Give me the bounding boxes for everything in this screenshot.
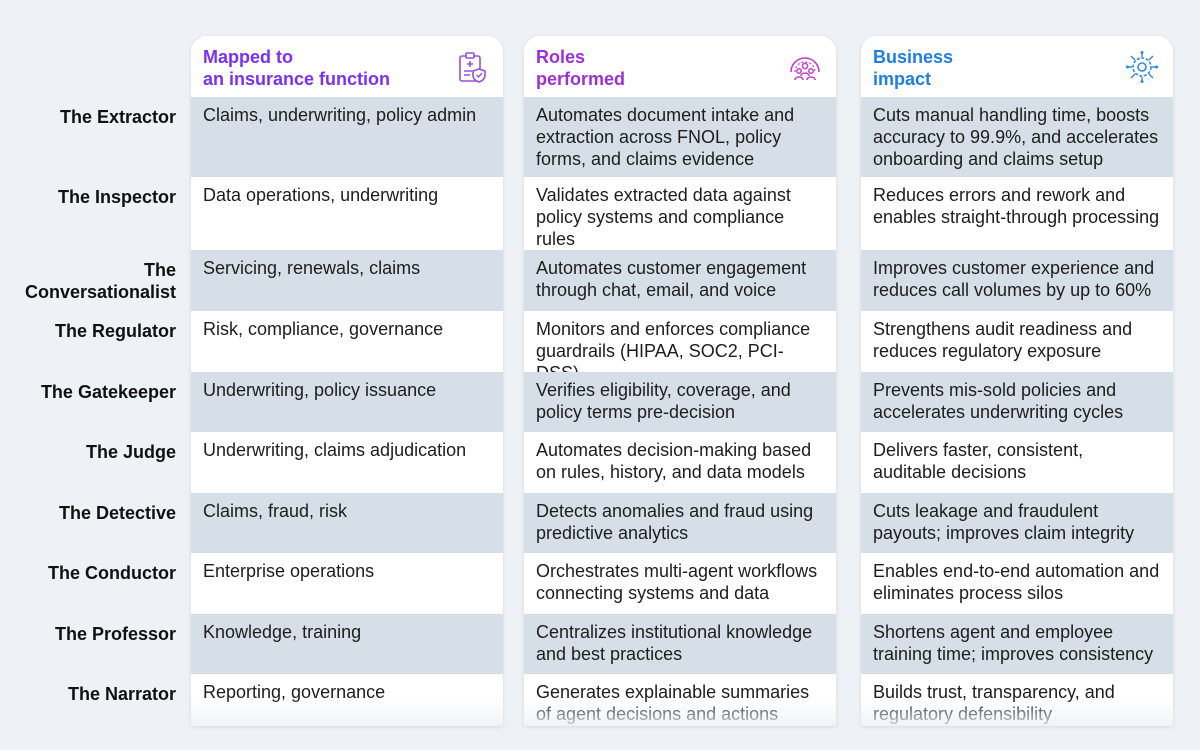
cell-function: Underwriting, policy issuance [191, 372, 503, 432]
row-label-extractor: The Extractor [59, 107, 176, 127]
cell-impact: Strengthens audit readiness and reduces … [861, 311, 1173, 372]
row-label-regulator: The Regulator [54, 321, 176, 341]
column-header: Mapped to an insurance function [191, 36, 503, 97]
cell-role: Detects anomalies and fraud using predic… [524, 493, 836, 553]
cell-function: Enterprise operations [191, 553, 503, 614]
cell-role: Automates customer engagement through ch… [524, 250, 836, 311]
row-label-conversationalist: The Conversationalist [24, 260, 176, 302]
row-label-gatekeeper: The Gatekeeper [40, 382, 176, 402]
cell-impact: Delivers faster, consistent, auditable d… [861, 432, 1173, 493]
cell-role: Monitors and enforces compliance guardra… [524, 311, 836, 383]
cell-impact: Improves customer experience and reduces… [861, 250, 1173, 311]
column-header: Roles performed [524, 36, 836, 97]
cell-impact: Reduces errors and rework and enables st… [861, 177, 1173, 250]
cell-impact: Cuts manual handling time, boosts accura… [861, 97, 1173, 177]
cell-function: Claims, fraud, risk [191, 493, 503, 553]
clipboard-shield-icon [459, 52, 486, 83]
column-title: Business impact [873, 47, 954, 89]
cell-role: Orchestrates multi-agent workflows conne… [524, 553, 836, 614]
cell-impact: Cuts leakage and fraudulent payouts; imp… [861, 493, 1173, 553]
cell-function: Data operations, underwriting [191, 177, 503, 250]
row-label-conductor: The Conductor [48, 563, 176, 583]
row-label-professor: The Professor [54, 624, 176, 644]
cell-function: Underwriting, claims adjudication [191, 432, 503, 493]
team-gauge-icon [790, 57, 820, 81]
cell-impact: Enables end-to-end automation and elimin… [861, 553, 1173, 614]
cell-role: Automates document intake and extraction… [524, 97, 836, 177]
gear-network-icon [1126, 51, 1158, 83]
row-label-judge: The Judge [85, 442, 176, 462]
column-business-impact: Business impact Cuts manual handling tim… [861, 36, 1173, 726]
cell-role: Centralizes institutional knowledge and … [524, 614, 836, 674]
row-label-narrator: The Narrator [67, 684, 176, 704]
column-roles-performed: Roles performed Automates document intak… [524, 36, 836, 726]
cell-function: Knowledge, training [191, 614, 503, 674]
row-label-detective: The Detective [58, 503, 176, 523]
row-label-inspector: The Inspector [57, 187, 176, 207]
cell-impact: Shortens agent and employee training tim… [861, 614, 1173, 674]
column-insurance-function: Mapped to an insurance function Claims, … [191, 36, 503, 726]
cell-function: Risk, compliance, governance [191, 311, 503, 372]
bottom-fade [191, 698, 503, 726]
cell-function: Servicing, renewals, claims [191, 250, 503, 311]
column-title: Mapped to an insurance function [203, 47, 391, 89]
cell-role: Automates decision-making based on rules… [524, 432, 836, 493]
bottom-fade [861, 698, 1173, 726]
cell-role: Validates extracted data against policy … [524, 177, 836, 250]
column-header: Business impact [861, 36, 1173, 97]
bottom-fade [524, 698, 836, 726]
cell-function: Claims, underwriting, policy admin [191, 97, 503, 177]
cell-impact: Prevents mis-sold policies and accelerat… [861, 372, 1173, 432]
column-title: Roles performed [536, 47, 626, 89]
cell-role: Verifies eligibility, coverage, and poli… [524, 372, 836, 432]
